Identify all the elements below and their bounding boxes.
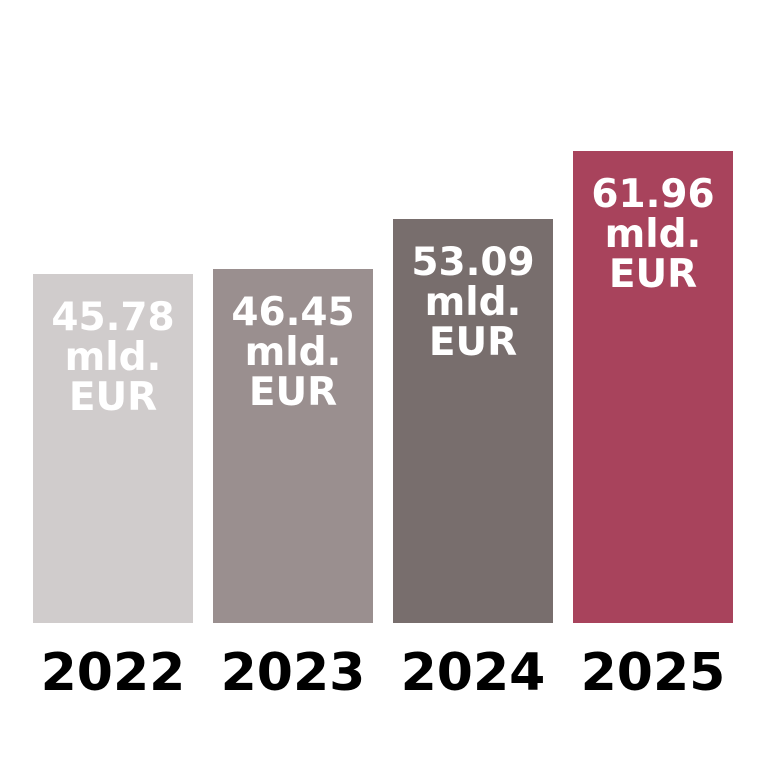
x-tick-label: 2022 (40, 643, 186, 703)
bar (33, 274, 193, 623)
bar (573, 151, 733, 623)
bar (213, 269, 373, 623)
bar (393, 218, 553, 623)
x-tick-label: 2025 (580, 643, 726, 703)
x-tick-label: 2024 (400, 643, 546, 703)
value-label: 46.45 mld. EUR (231, 290, 355, 416)
value-label: 53.09 mld. EUR (411, 239, 535, 365)
value-label: 61.96 mld. EUR (591, 172, 715, 298)
value-label: 45.78 mld. EUR (51, 295, 175, 421)
x-tick-label: 2023 (220, 643, 366, 703)
